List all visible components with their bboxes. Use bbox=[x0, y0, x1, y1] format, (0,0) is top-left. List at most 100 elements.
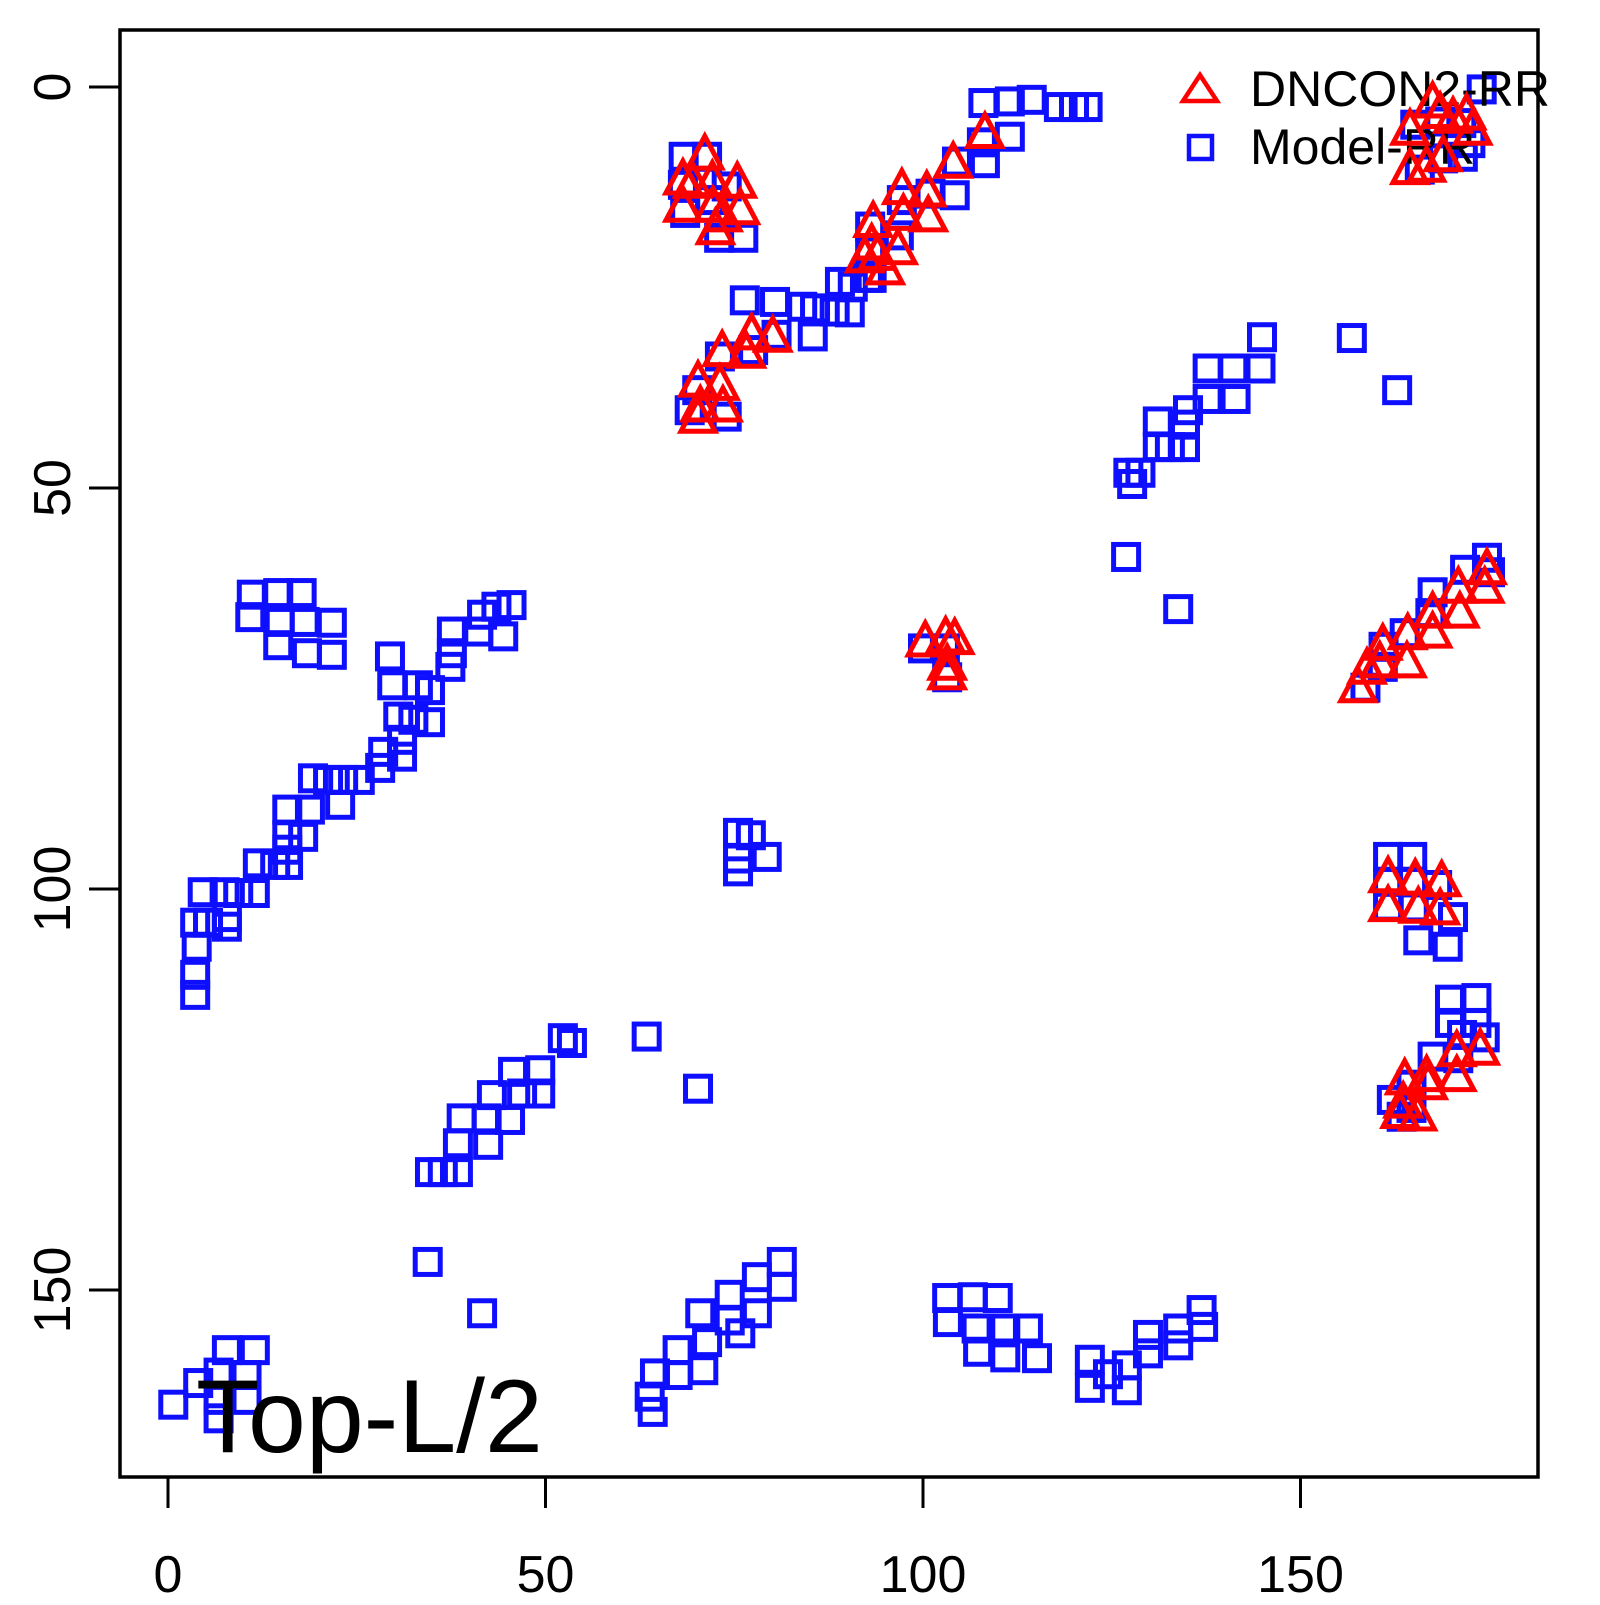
data-point-square bbox=[688, 1355, 719, 1386]
data-point-triangle bbox=[1397, 883, 1440, 924]
data-point-triangle bbox=[932, 138, 975, 179]
data-point-triangle bbox=[1406, 1060, 1450, 1101]
data-point-square bbox=[231, 1384, 262, 1415]
data-point-square bbox=[442, 1128, 473, 1159]
data-point-square bbox=[751, 841, 782, 872]
plot-border bbox=[118, 28, 1540, 1479]
data-point-triangle bbox=[1419, 885, 1462, 926]
data-point-square bbox=[968, 88, 999, 119]
data-point-square bbox=[766, 1271, 797, 1302]
data-point-square bbox=[467, 1298, 498, 1329]
data-point-square bbox=[1461, 983, 1492, 1014]
data-point-square bbox=[1012, 1313, 1043, 1344]
data-point-square bbox=[1163, 1330, 1194, 1361]
data-point-triangle bbox=[864, 245, 907, 286]
data-point-triangle bbox=[1422, 132, 1465, 173]
data-point-triangle bbox=[1435, 1052, 1478, 1093]
y-tick-label: 50 bbox=[24, 459, 82, 517]
data-point-triangle bbox=[907, 192, 950, 233]
data-point-square bbox=[414, 675, 445, 706]
x-tick-label: 150 bbox=[1257, 1546, 1344, 1600]
data-point-triangle bbox=[1386, 610, 1429, 651]
data-point-square bbox=[1043, 92, 1074, 123]
data-point-square bbox=[1142, 432, 1173, 463]
data-point-square bbox=[344, 764, 375, 795]
annotation-top-l2: Top-L/2 bbox=[196, 1359, 543, 1475]
data-point-square bbox=[547, 1023, 578, 1054]
data-point-square bbox=[1218, 353, 1249, 384]
data-point-square bbox=[158, 1389, 189, 1420]
data-point-square bbox=[289, 606, 320, 637]
data-point-triangle bbox=[1438, 588, 1481, 629]
data-point-square bbox=[525, 1078, 556, 1109]
data-point-square bbox=[414, 707, 445, 738]
data-point-triangle bbox=[1435, 1027, 1478, 1068]
data-point-square bbox=[1403, 925, 1434, 956]
data-point-triangle bbox=[701, 327, 744, 368]
data-point-square bbox=[969, 148, 1000, 179]
data-point-triangle bbox=[751, 312, 794, 353]
data-point-triangle bbox=[676, 393, 720, 434]
data-point-triangle bbox=[1366, 882, 1410, 923]
data-point-triangle bbox=[679, 382, 722, 423]
data-point-square bbox=[939, 180, 970, 211]
data-point-square bbox=[556, 1027, 587, 1058]
data-point-square bbox=[187, 877, 218, 908]
data-point-square bbox=[427, 1157, 458, 1188]
data-point-triangle bbox=[661, 182, 705, 223]
data-point-square bbox=[1192, 353, 1223, 384]
data-point-square bbox=[495, 1104, 526, 1135]
data-point-square bbox=[1382, 375, 1413, 406]
data-point-square bbox=[1438, 902, 1469, 933]
data-point-square bbox=[856, 262, 887, 293]
data-point-square bbox=[286, 578, 317, 609]
data-point-triangle bbox=[719, 185, 762, 226]
legend: DNCON2-RR Model-RR bbox=[1178, 61, 1550, 175]
data-point-triangle bbox=[1345, 644, 1389, 685]
data-point-square bbox=[834, 297, 865, 328]
data-point-triangle bbox=[1385, 638, 1429, 679]
data-point-square bbox=[488, 621, 519, 652]
data-point-square bbox=[203, 1403, 234, 1434]
data-point-square bbox=[683, 1073, 714, 1104]
data-point-triangle bbox=[683, 130, 726, 171]
data-point-triangle bbox=[701, 192, 745, 233]
data-point-square bbox=[982, 1283, 1013, 1314]
data-point-triangle bbox=[963, 109, 1007, 150]
data-point-square bbox=[994, 86, 1025, 117]
data-point-square bbox=[297, 763, 328, 794]
data-point-triangle bbox=[701, 382, 745, 423]
data-point-square bbox=[1117, 468, 1148, 499]
data-point-square bbox=[467, 599, 498, 630]
data-point-square bbox=[729, 285, 760, 316]
data-point-triangle bbox=[926, 640, 969, 681]
data-point-square bbox=[990, 1342, 1021, 1373]
data-point-square bbox=[180, 979, 211, 1010]
data-point-square bbox=[242, 848, 273, 879]
data-point-square bbox=[957, 1282, 988, 1313]
data-point-square bbox=[183, 1368, 214, 1399]
data-point-square bbox=[180, 959, 211, 990]
data-point-square bbox=[1466, 74, 1497, 105]
data-point-triangle bbox=[1383, 1055, 1426, 1096]
data-point-square bbox=[1111, 1375, 1142, 1406]
x-tick-label: 0 bbox=[154, 1546, 183, 1600]
data-point-square bbox=[797, 321, 828, 352]
data-point-square bbox=[1022, 1343, 1053, 1374]
series-model-rr bbox=[158, 74, 1506, 1434]
data-point-square bbox=[473, 1129, 504, 1160]
data-point-square bbox=[1072, 92, 1103, 123]
data-point-square bbox=[368, 736, 399, 767]
data-point-square bbox=[741, 1262, 772, 1293]
data-point-square bbox=[496, 590, 527, 621]
data-point-square bbox=[1092, 1359, 1123, 1390]
data-point-square bbox=[325, 789, 356, 820]
data-point-square bbox=[446, 1103, 477, 1134]
data-point-triangle bbox=[852, 198, 895, 239]
data-point-triangle bbox=[1431, 93, 1475, 134]
data-point-square bbox=[1186, 1295, 1217, 1326]
data-point-square bbox=[1245, 353, 1276, 384]
data-point-triangle bbox=[926, 650, 969, 691]
data-point-square bbox=[1469, 1022, 1500, 1053]
